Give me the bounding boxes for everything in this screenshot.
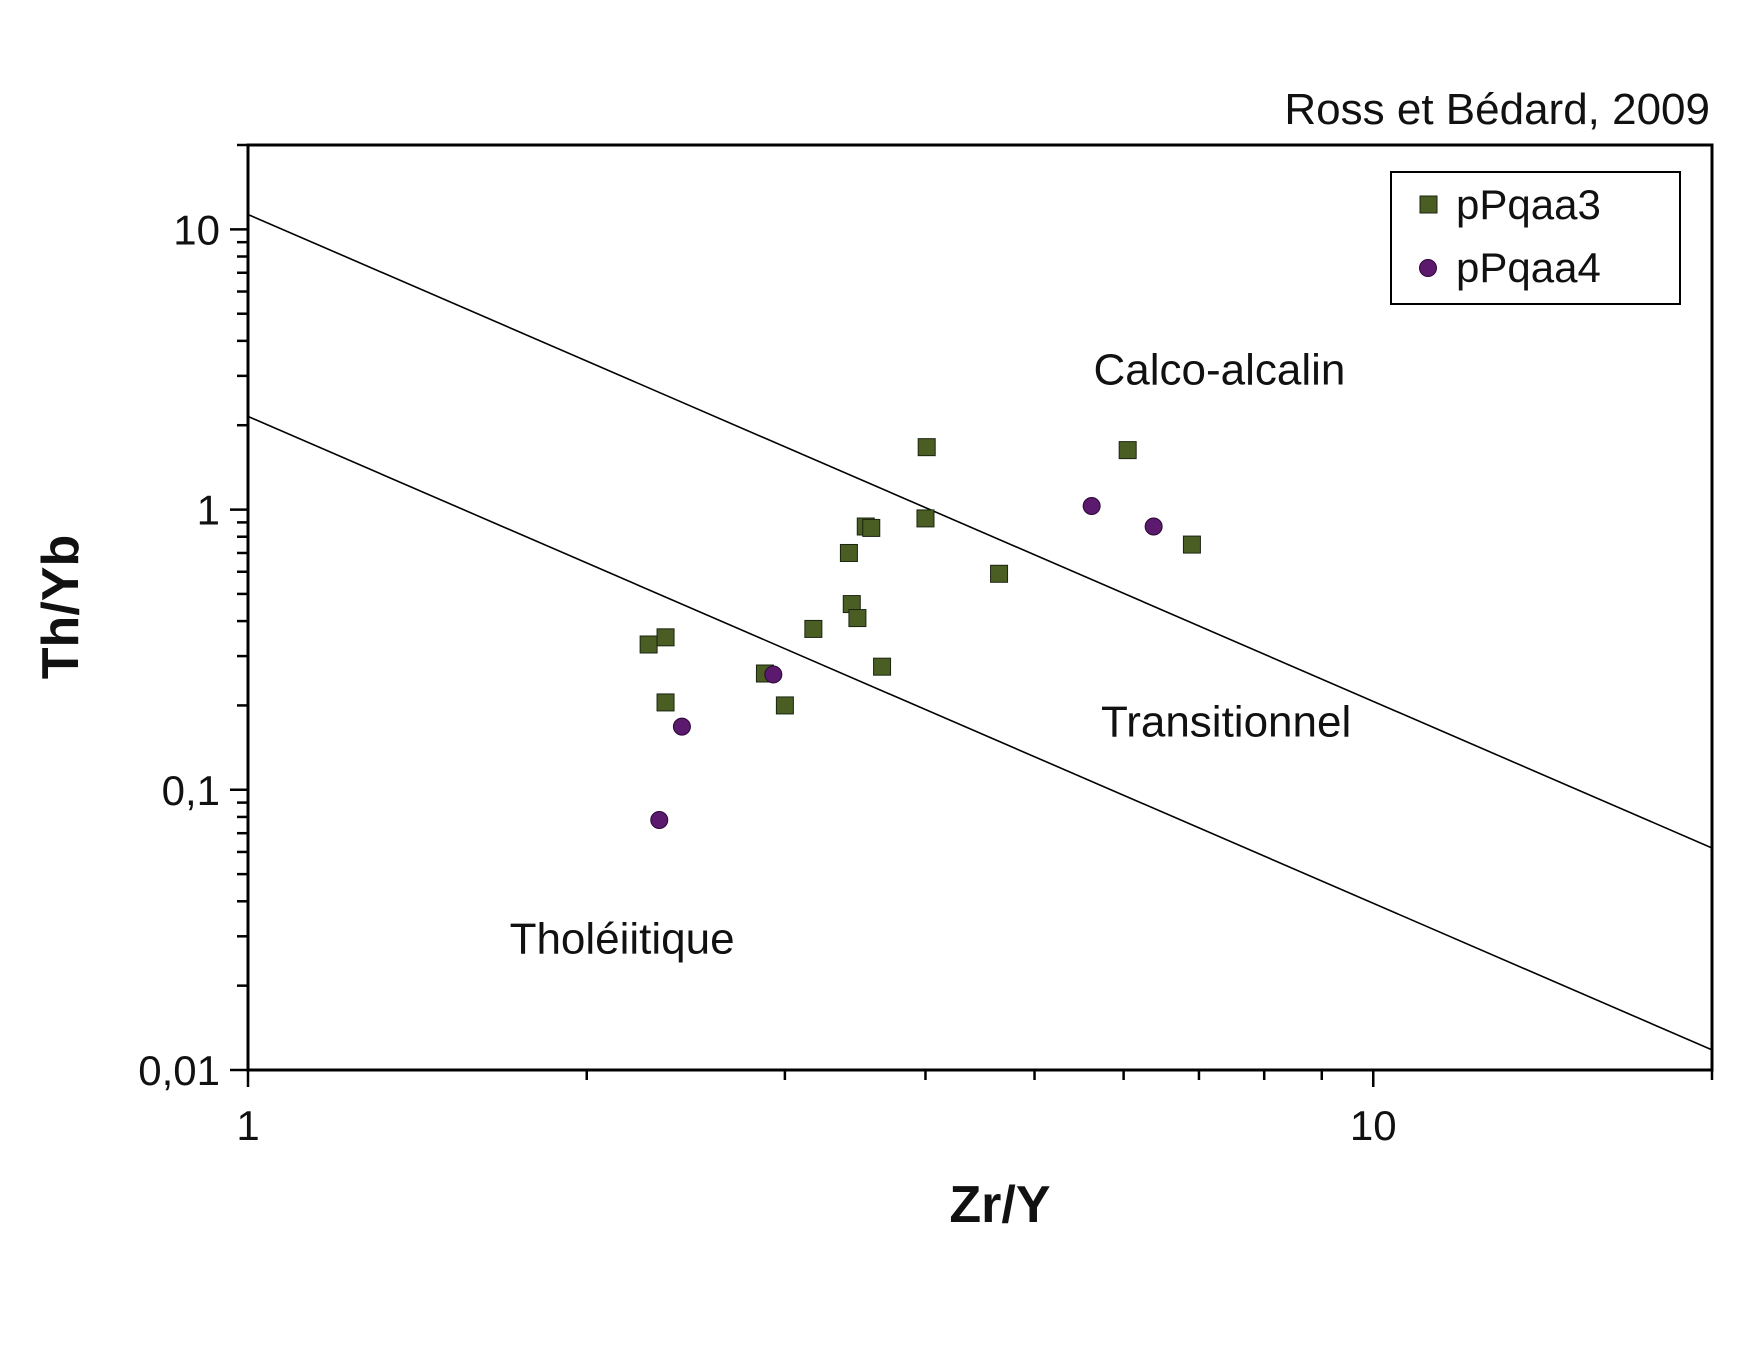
data-point-pPqaa3 <box>656 628 675 647</box>
field-label: Tholéiitique <box>510 915 735 964</box>
plot-frame <box>246 143 1714 1072</box>
data-point-pPqaa3 <box>1118 441 1137 460</box>
x-tick-label: 10 <box>1350 1102 1397 1149</box>
legend-label-pPqaa3: pPqaa3 <box>1456 181 1601 228</box>
legend-square-marker <box>1419 195 1438 214</box>
legend-label-pPqaa4: pPqaa4 <box>1456 244 1601 291</box>
data-point-pPqaa4 <box>672 717 691 736</box>
data-point-pPqaa4 <box>1144 517 1163 536</box>
data-point-pPqaa3 <box>862 518 881 537</box>
y-tick-label: 10 <box>173 206 220 253</box>
data-point-pPqaa3 <box>916 509 935 528</box>
data-point-pPqaa3 <box>1182 535 1201 554</box>
legend-circle-marker <box>1419 259 1437 277</box>
data-point-pPqaa3 <box>990 564 1009 583</box>
data-point-pPqaa3 <box>917 438 936 457</box>
tick-labels: 1 10 0,01 0,1 1 10 <box>138 206 1396 1149</box>
field-labels: Calco-alcalin Transitionnel Tholéiitique <box>510 345 1352 963</box>
data-point-pPqaa3 <box>639 635 658 654</box>
legend-box <box>1390 171 1681 305</box>
y-tick-label: 1 <box>197 487 220 534</box>
field-label: Calco-alcalin <box>1094 345 1346 394</box>
chart-title: Ross et Bédard, 2009 <box>1284 85 1710 134</box>
x-axis-label: Zr/Y <box>949 1176 1050 1234</box>
axis-ticks <box>230 143 1714 1087</box>
y-axis-label: Th/Yb <box>32 535 90 679</box>
y-tick-label: 0,1 <box>162 767 220 814</box>
data-point-pPqaa3 <box>839 543 858 562</box>
boundary-line-transitional-tholeiitic <box>247 415 1713 1051</box>
data-point-pPqaa3 <box>848 609 867 628</box>
data-point-pPqaa4 <box>764 665 783 684</box>
data-point-pPqaa4 <box>650 811 669 830</box>
data-point-pPqaa3 <box>775 696 794 715</box>
data-point-pPqaa3 <box>804 619 823 638</box>
y-tick-label: 0,01 <box>138 1047 220 1094</box>
data-point-pPqaa4 <box>1082 496 1101 515</box>
data-points <box>639 438 1201 830</box>
data-point-pPqaa3 <box>656 693 675 712</box>
boundary-line-calc-alkaline-transitional <box>247 213 1713 849</box>
legend: pPqaa3 pPqaa4 <box>1390 171 1681 305</box>
field-label: Transitionnel <box>1101 697 1351 746</box>
boundary-lines <box>247 213 1713 1051</box>
data-point-pPqaa3 <box>873 657 892 676</box>
x-tick-label: 1 <box>236 1102 259 1149</box>
